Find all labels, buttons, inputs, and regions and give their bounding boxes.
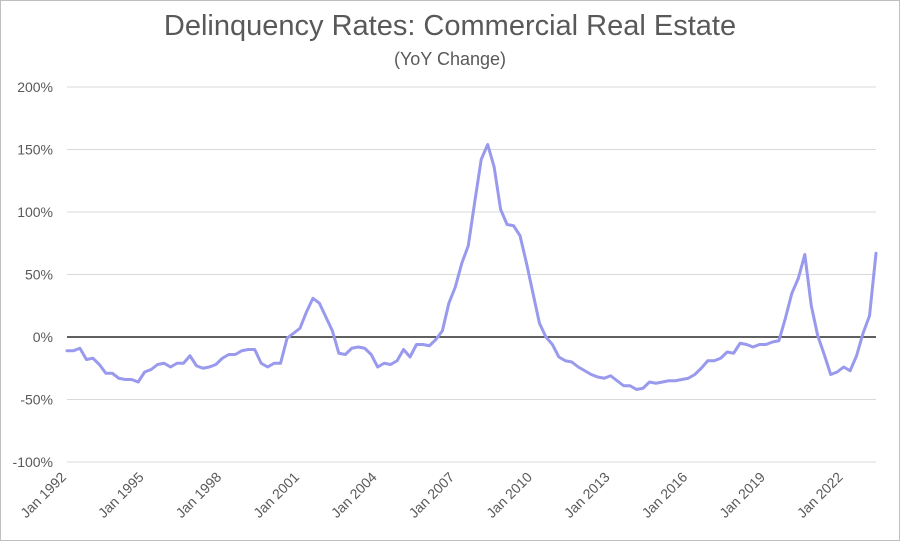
x-tick-label: Jan 1992: [17, 469, 69, 521]
x-tick-label: Jan 2022: [794, 469, 846, 521]
y-tick-label: 150%: [17, 142, 53, 158]
x-axis: Jan 1992 Jan 1995 Jan 1998 Jan 2001 Jan 2004…: [17, 469, 846, 521]
x-tick-label: Jan 2016: [638, 469, 690, 521]
x-tick-label: Jan 1995: [95, 469, 147, 521]
chart-subtitle: (YoY Change): [393, 49, 507, 69]
y-tick-label: 0%: [33, 329, 53, 345]
x-tick-label: Jan 2010: [483, 469, 535, 521]
y-axis: 200% 150% 100% 50% 0% -50% -100%: [13, 79, 53, 470]
x-tick-label: Jan 2001: [250, 469, 302, 521]
x-tick-label: Jan 1998: [172, 469, 224, 521]
x-tick-label: Jan 2007: [405, 469, 457, 521]
chart-title: Delinquency Rates: Commercial Real Estat…: [163, 10, 737, 42]
y-tick-label: -100%: [13, 454, 53, 470]
gridlines: [67, 86, 876, 463]
y-tick-label: -50%: [20, 392, 53, 408]
y-tick-label: 50%: [25, 267, 53, 283]
x-tick-label: Jan 2013: [561, 469, 613, 521]
x-tick-label: Jan 2004: [328, 469, 380, 521]
y-tick-label: 200%: [17, 79, 53, 95]
x-tick-label: Jan 2019: [716, 469, 768, 521]
series-line: [65, 143, 878, 391]
series-group: [65, 143, 878, 391]
y-tick-label: 100%: [17, 204, 53, 220]
